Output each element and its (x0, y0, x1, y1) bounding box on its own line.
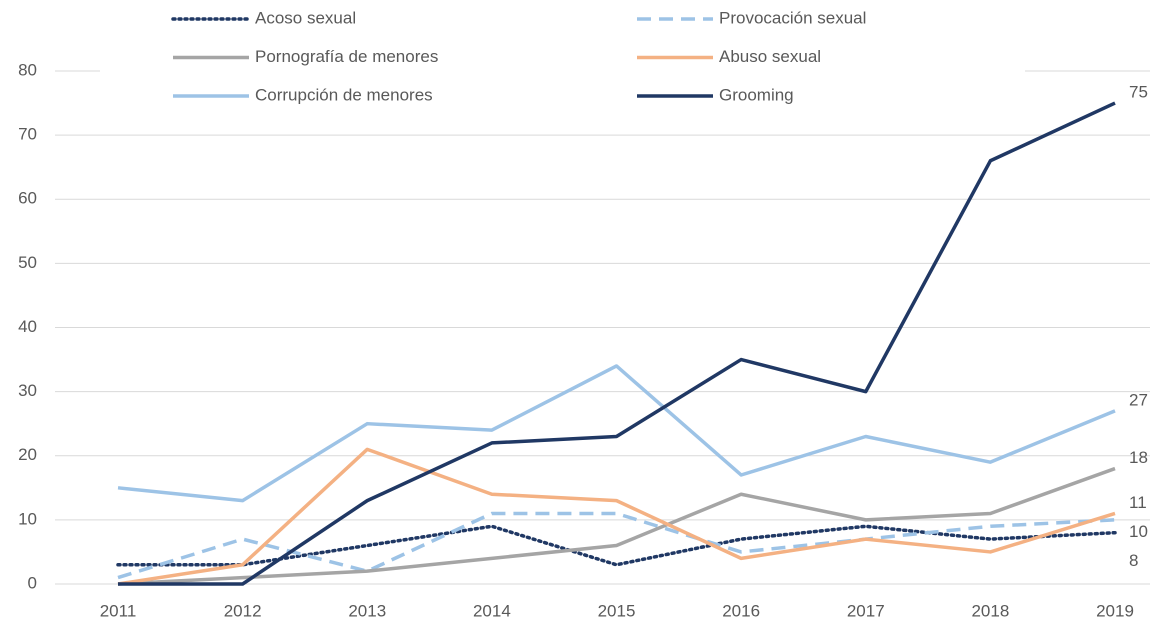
series-line (117, 511, 1116, 580)
value-label: 27 (1129, 390, 1148, 409)
legend-label: Corrupción de menores (255, 85, 433, 104)
y-tick-label: 30 (18, 381, 37, 400)
legend-label: Pornografía de menores (255, 47, 438, 66)
x-tick-label: 2016 (722, 601, 760, 620)
x-tick-label: 2011 (100, 601, 137, 620)
y-tick-label: 10 (18, 509, 37, 528)
x-tick-label: 2017 (847, 601, 885, 620)
legend: Acoso sexual Provocación sexual Pornografí… (171, 8, 866, 104)
series-line (116, 524, 1117, 567)
y-tick-label: 40 (18, 317, 37, 336)
legend-label: Abuso sexual (719, 47, 821, 66)
legend-label: Provocación sexual (719, 8, 866, 27)
x-tick-label: 2014 (473, 601, 511, 620)
y-tick-label: 50 (18, 253, 37, 272)
x-tick-label: 2019 (1096, 601, 1134, 620)
legend-label: Acoso sexual (255, 8, 356, 27)
series-line (118, 101, 1116, 586)
x-tick-label: 2013 (348, 601, 386, 620)
y-tick-label: 20 (18, 445, 37, 464)
legend-background (100, 0, 1025, 114)
series-line (117, 447, 1116, 586)
x-tick-label: 2018 (971, 601, 1009, 620)
series-line (117, 466, 1116, 586)
y-tick-label: 70 (18, 125, 37, 144)
value-label: 8 (1129, 551, 1138, 570)
value-label: 11 (1129, 493, 1147, 512)
series-line (117, 364, 1116, 503)
x-tick-label: 2015 (598, 601, 636, 620)
value-label: 10 (1129, 522, 1148, 541)
y-tick-label: 60 (18, 189, 37, 208)
y-tick-label: 80 (18, 60, 37, 79)
legend-label: Grooming (719, 85, 794, 104)
value-label: 75 (1129, 83, 1148, 102)
y-tick-label: 0 (28, 573, 37, 592)
value-label: 18 (1129, 448, 1148, 467)
x-tick-label: 2012 (224, 601, 262, 620)
